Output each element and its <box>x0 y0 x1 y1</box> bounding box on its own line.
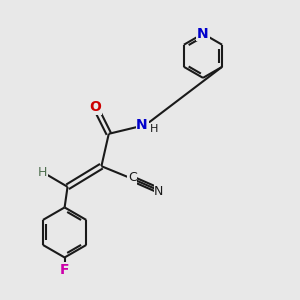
Text: N: N <box>197 27 209 41</box>
Text: F: F <box>60 263 69 277</box>
Text: H: H <box>38 166 47 178</box>
Text: N: N <box>154 185 164 198</box>
Text: C: C <box>128 172 137 184</box>
Text: H: H <box>150 124 158 134</box>
Text: O: O <box>90 100 101 114</box>
Text: N: N <box>136 118 148 132</box>
